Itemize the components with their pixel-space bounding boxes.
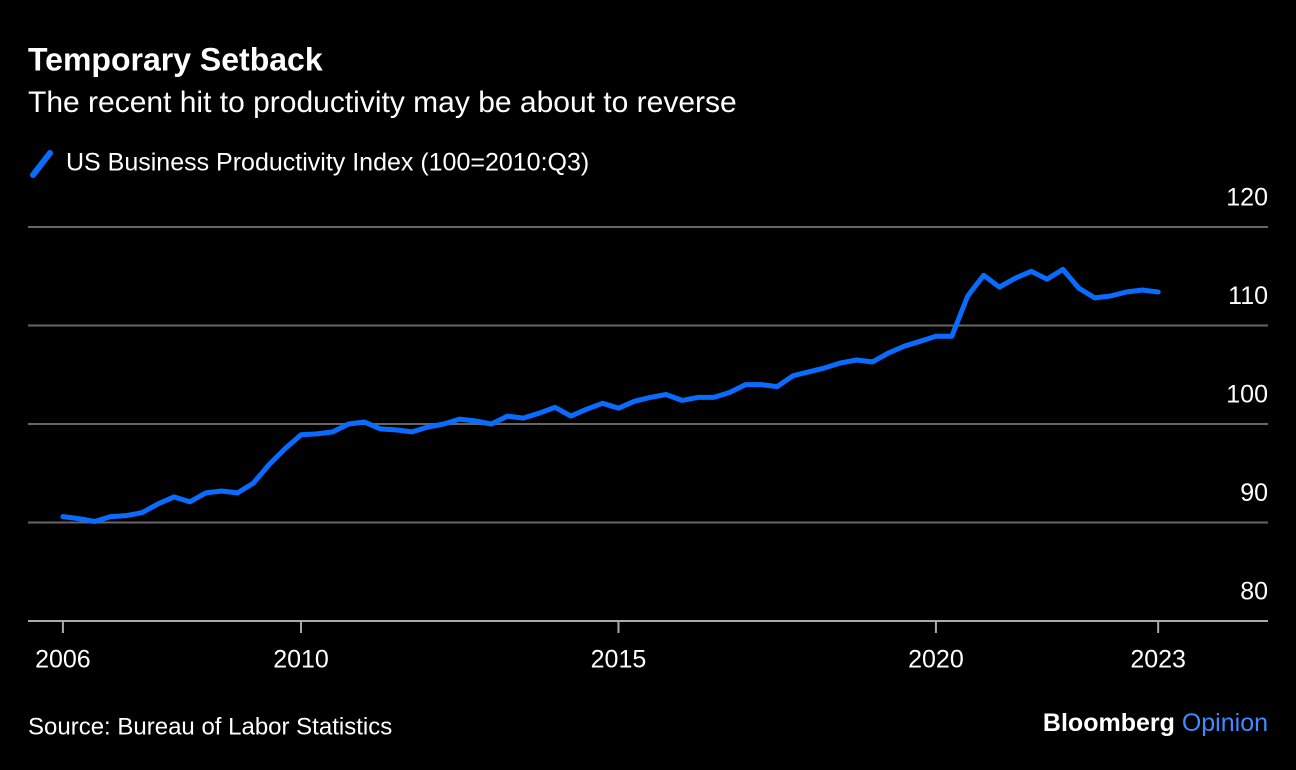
y-tick-label: 80 bbox=[1240, 578, 1268, 606]
y-tick-label: 100 bbox=[1226, 381, 1268, 409]
brand-name: Bloomberg bbox=[1043, 709, 1175, 737]
y-tick-label: 90 bbox=[1240, 479, 1268, 507]
data-line bbox=[60, 266, 1161, 524]
x-tick-label: 2010 bbox=[273, 646, 329, 674]
source: Source: Bureau of Labor Statistics bbox=[28, 713, 392, 740]
x-tick-label: 2023 bbox=[1130, 646, 1186, 674]
x-tick-label: 2006 bbox=[35, 646, 91, 674]
legend-label: US Business Productivity Index (100=2010… bbox=[66, 149, 589, 177]
brand-opinion: Opinion bbox=[1182, 709, 1268, 737]
y-tick-label: 120 bbox=[1226, 184, 1268, 212]
x-tick-label: 2020 bbox=[908, 646, 964, 674]
y-tick-label: 110 bbox=[1228, 282, 1268, 310]
brand: Bloomberg Opinion bbox=[1043, 709, 1268, 737]
chart-title: Temporary Setback bbox=[28, 41, 323, 77]
x-tick-label: 2015 bbox=[591, 646, 647, 674]
chart-subtitle: The recent hit to productivity may be ab… bbox=[28, 86, 737, 119]
legend-swatch bbox=[30, 150, 53, 178]
